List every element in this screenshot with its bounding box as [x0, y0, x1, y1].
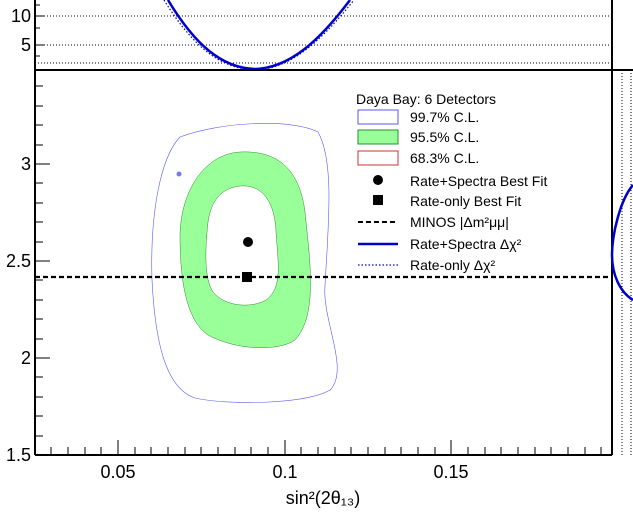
main-plot: 3 2.5 2 1.5 0.05 0.1 0.15 sin²(2θ₁₃)	[6, 70, 633, 508]
legend-label-99-7: 99.7% C.L.	[410, 109, 479, 125]
top-ytick-5: 5	[21, 35, 31, 55]
rate-spectra-best-fit-marker	[243, 237, 253, 247]
stray-point	[176, 171, 182, 177]
ytick-3: 3	[21, 154, 31, 174]
legend-marker-rate-spectra-best-fit	[373, 175, 383, 185]
legend: Daya Bay: 6 Detectors 99.7% C.L. 95.5% C…	[356, 91, 547, 273]
contour-99-7	[151, 123, 338, 403]
contour-68-3	[206, 186, 278, 305]
legend-swatch-99-7	[357, 109, 399, 125]
ytick-1-5: 1.5	[6, 445, 31, 465]
rate-spectra-chi2-curve	[166, 0, 351, 71]
ytick-2-5: 2.5	[6, 251, 31, 271]
right-rate-spectra-curve	[610, 184, 633, 302]
legend-label-rate-spectra-chi2: Rate+Spectra Δχ²	[410, 236, 522, 252]
top-ytick-10: 10	[11, 6, 31, 26]
legend-title: Daya Bay: 6 Detectors	[356, 91, 496, 107]
legend-label-95-5: 95.5% C.L.	[410, 129, 479, 145]
legend-label-rate-only-best-fit: Rate-only Best Fit	[410, 193, 521, 209]
legend-swatch-95-5	[357, 129, 399, 145]
xtick-0-05: 0.05	[100, 462, 135, 482]
rate-only-best-fit-marker	[242, 272, 252, 282]
xtick-0-15: 0.15	[433, 462, 468, 482]
ytick-2: 2	[21, 348, 31, 368]
legend-label-rate-spectra-best-fit: Rate+Spectra Best Fit	[410, 173, 547, 189]
top-panel: 10 5	[11, 0, 613, 71]
legend-label-rate-only-chi2: Rate-only Δχ²	[410, 257, 496, 273]
contour-95-5	[179, 151, 311, 348]
legend-label-minos: MINOS |Δm²μμ|	[410, 214, 509, 230]
xtick-0-1: 0.1	[272, 462, 297, 482]
x-axis-title: sin²(2θ₁₃)	[286, 488, 360, 508]
legend-swatch-68-3	[357, 150, 399, 166]
legend-marker-rate-only-best-fit	[373, 195, 383, 205]
legend-label-68-3: 68.3% C.L.	[410, 150, 479, 166]
